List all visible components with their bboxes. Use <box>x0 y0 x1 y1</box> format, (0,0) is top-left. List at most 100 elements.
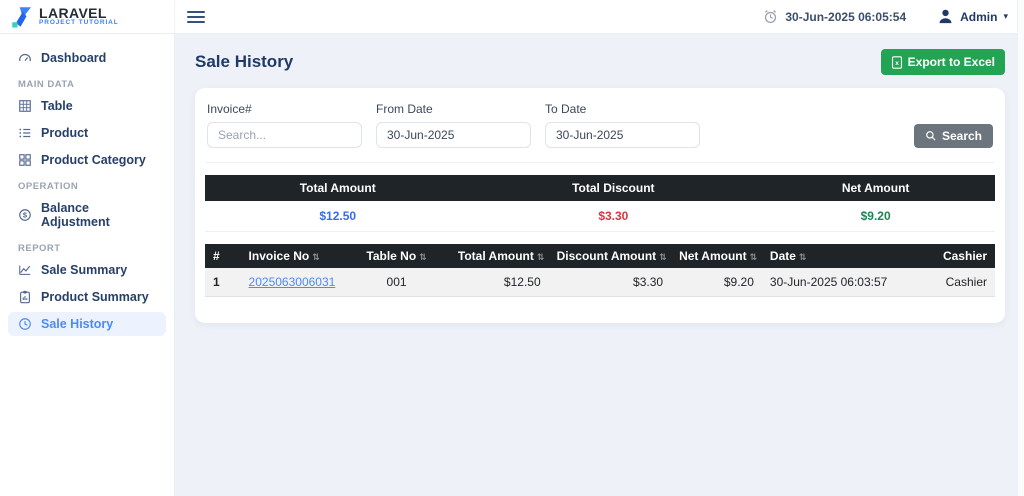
user-menu[interactable]: Admin ▾ <box>937 8 1008 25</box>
discount-amount-cell: $3.30 <box>548 268 672 297</box>
sort-icon[interactable]: ⇅ <box>312 253 320 263</box>
page-title: Sale History <box>195 52 294 71</box>
summary-total-amount-value: $12.50 <box>205 201 471 232</box>
alarm-clock-icon <box>765 10 777 24</box>
table-no-cell: 001 <box>343 268 450 297</box>
column-header-net-amount[interactable]: Net Amount ⇅ <box>671 244 762 268</box>
sidebar: Dashboard MAIN DATA Table Product Produc… <box>0 34 175 496</box>
page-header: Sale History x Export to Excel <box>195 44 1005 80</box>
sidebar-item-label: Product Summary <box>41 290 149 304</box>
column-header-discount-amount[interactable]: Discount Amount ⇅ <box>548 244 672 268</box>
chevron-down-icon: ▾ <box>1003 11 1008 22</box>
export-to-excel-button[interactable]: x Export to Excel <box>880 49 1005 75</box>
clipboard-icon <box>18 290 32 304</box>
cashier-cell: Cashier <box>900 268 995 297</box>
list-icon <box>18 126 32 140</box>
sale-history-card: Invoice# From Date To Date Search <box>195 88 1005 323</box>
sort-icon[interactable]: ⇅ <box>419 253 427 263</box>
sidebar-section-report: REPORT <box>18 243 61 254</box>
svg-text:$: $ <box>23 211 28 220</box>
sidebar-item-label: Dashboard <box>41 51 107 65</box>
sort-icon[interactable]: ⇅ <box>798 253 807 263</box>
sort-icon[interactable]: ⇅ <box>536 253 545 263</box>
user-name: Admin <box>960 9 998 24</box>
date-cell: 30-Jun-2025 06:03:57 <box>761 268 901 297</box>
summary-net-amount-value: $9.20 <box>756 201 995 232</box>
from-date-input[interactable] <box>376 122 531 148</box>
column-header-index: # <box>205 244 241 268</box>
summary-header-net-amount: Net Amount <box>756 175 995 201</box>
topbar-datetime: 30-Jun-2025 06:05:54 <box>785 9 907 24</box>
brand-text: LARAVEL PROJECT TUTORIAL <box>39 6 119 28</box>
brand-name: LARAVEL <box>39 4 107 21</box>
sidebar-item-label: Sale History <box>41 317 114 331</box>
summary-total-discount-value: $3.30 <box>470 201 757 232</box>
net-amount-cell: $9.20 <box>671 268 762 297</box>
speedometer-icon <box>18 51 32 65</box>
table-grid-icon <box>18 99 32 113</box>
line-chart-icon <box>18 263 32 277</box>
search-button-label: Search <box>941 129 982 143</box>
main-content: Sale History x Export to Excel Invoice# … <box>175 34 1024 496</box>
sidebar-item-sale-history[interactable]: Sale History <box>8 312 166 336</box>
brand-tagline: PROJECT TUTORIAL <box>39 19 119 27</box>
column-header-total-amount[interactable]: Total Amount ⇅ <box>449 244 549 268</box>
sort-icon[interactable]: ⇅ <box>749 253 758 263</box>
column-header-table-no[interactable]: Table No ⇅ <box>343 244 450 268</box>
topbar: LARAVEL PROJECT TUTORIAL 30-Jun-2025 06:… <box>0 0 1024 34</box>
search-button[interactable]: Search <box>913 124 993 148</box>
sidebar-item-product-category[interactable]: Product Category <box>8 148 166 172</box>
user-avatar-icon <box>939 9 952 24</box>
sale-history-table: # Invoice No ⇅ Table No ⇅ Total Amount ⇅ Di… <box>205 244 995 297</box>
export-button-label: Export to Excel <box>907 55 995 69</box>
sidebar-item-label: Sale Summary <box>41 263 128 277</box>
scrollbar[interactable] <box>1017 0 1024 496</box>
sidebar-section-main-data: MAIN DATA <box>18 79 75 90</box>
table-header-row: # Invoice No ⇅ Table No ⇅ Total Amount ⇅ Di… <box>205 244 995 268</box>
topbar-right: 30-Jun-2025 06:05:54 Admin ▾ <box>763 8 1024 25</box>
summary-header-total-amount: Total Amount <box>205 175 471 201</box>
invoice-label: Invoice# <box>207 102 252 116</box>
sidebar-item-balance-adjustment[interactable]: $ Balance Adjustment <box>8 196 166 234</box>
column-header-date[interactable]: Date ⇅ <box>761 244 901 268</box>
sort-icon[interactable]: ⇅ <box>659 253 667 263</box>
summary-header-total-discount: Total Discount <box>470 175 757 201</box>
sidebar-item-label: Product <box>41 126 89 140</box>
sidebar-item-product[interactable]: Product <box>8 121 166 145</box>
invoice-filter-group: Invoice# <box>207 102 362 148</box>
table-row: 1 2025063006031 001 $12.50 $3.30 $9.20 3… <box>205 268 995 297</box>
sidebar-item-label: Product Category <box>41 153 146 167</box>
to-date-input[interactable] <box>545 122 700 148</box>
to-date-group: To Date <box>545 102 700 148</box>
invoice-no-cell: 2025063006031 <box>240 268 344 297</box>
filter-bar: Invoice# From Date To Date Search <box>205 98 995 163</box>
sidebar-item-label: Table <box>41 99 73 113</box>
dollar-circle-icon: $ <box>18 208 32 222</box>
from-date-group: From Date <box>376 102 531 148</box>
summary-header-row: Total Amount Total Discount Net Amount <box>205 175 995 201</box>
sidebar-item-label: Balance Adjustment <box>41 201 110 229</box>
invoice-link[interactable]: 2025063006031 <box>248 275 336 289</box>
summary-table: Total Amount Total Discount Net Amount $… <box>205 175 995 232</box>
search-icon <box>926 131 936 141</box>
from-date-label: From Date <box>376 102 433 116</box>
sidebar-section-operation: OPERATION <box>18 181 79 192</box>
brand-logo[interactable]: LARAVEL PROJECT TUTORIAL <box>0 0 175 33</box>
sidebar-item-product-summary[interactable]: Product Summary <box>8 285 166 309</box>
to-date-label: To Date <box>545 102 587 116</box>
excel-file-icon: x <box>891 55 902 69</box>
column-header-cashier: Cashier <box>900 244 995 268</box>
sidebar-item-dashboard[interactable]: Dashboard <box>8 46 166 70</box>
clock-icon <box>18 317 32 331</box>
sidebar-item-sale-summary[interactable]: Sale Summary <box>8 258 166 282</box>
invoice-search-input[interactable] <box>207 122 362 148</box>
total-amount-cell: $12.50 <box>449 268 549 297</box>
laravel-logo-icon <box>12 6 31 27</box>
sidebar-item-table[interactable]: Table <box>8 94 166 118</box>
summary-value-row: $12.50 $3.30 $9.20 <box>205 201 995 232</box>
column-header-invoice-no[interactable]: Invoice No ⇅ <box>240 244 344 268</box>
sidebar-toggle-hamburger-icon[interactable] <box>187 8 205 26</box>
category-grid-icon <box>18 153 32 167</box>
svg-text:x: x <box>895 59 899 66</box>
row-index-cell: 1 <box>205 268 241 297</box>
